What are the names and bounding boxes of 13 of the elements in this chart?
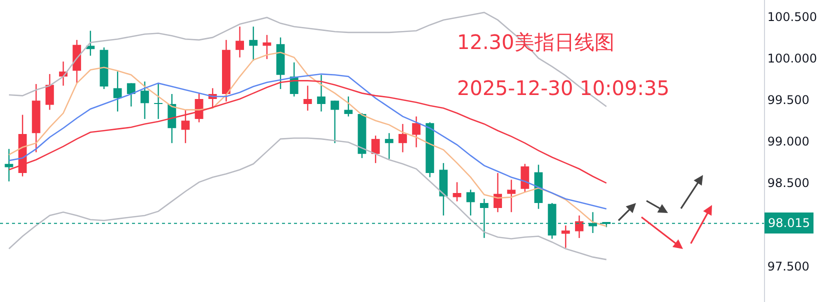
text: 12.30美指日线图 xyxy=(457,30,614,54)
y-tick-label: 99.500 xyxy=(767,93,810,108)
y-tick-label: 97.500 xyxy=(767,259,810,274)
y-tick-label: 100.000 xyxy=(767,51,818,66)
candlestick xyxy=(249,26,258,62)
line-series xyxy=(8,137,608,260)
y-tick-label: 100.500 xyxy=(767,10,818,24)
y-tick-label: 99.000 xyxy=(767,134,810,149)
y-tick-label: 98.500 xyxy=(767,176,810,190)
candlestick xyxy=(507,179,516,213)
candlestick xyxy=(262,34,272,60)
text: 2025-12-30 10:09:35 xyxy=(457,76,670,100)
ref-line-label: 98.015 xyxy=(768,216,810,230)
